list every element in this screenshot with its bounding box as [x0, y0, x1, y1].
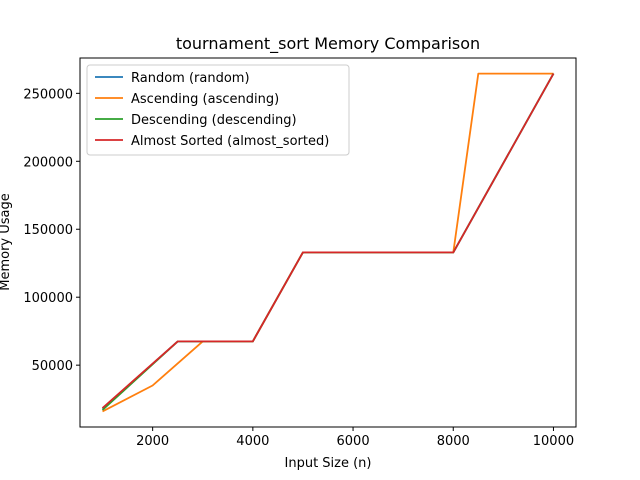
legend-label: Ascending (ascending)	[131, 92, 279, 107]
y-tick-label: 250000	[23, 87, 73, 102]
legend-label: Random (random)	[131, 71, 250, 86]
x-tick-label: 10000	[533, 434, 574, 449]
legend-label: Almost Sorted (almost_sorted)	[131, 134, 329, 149]
chart-title: tournament_sort Memory Comparison	[176, 34, 480, 54]
y-axis: 50000 100000 150000 200000 250000	[23, 87, 80, 374]
y-tick-label: 50000	[32, 359, 73, 374]
legend: Random (random) Ascending (ascending) Desc…	[86, 64, 350, 156]
x-tick-label: 6000	[337, 434, 370, 449]
legend-label: Descending (descending)	[131, 113, 297, 128]
x-axis-label: Input Size (n)	[285, 456, 372, 471]
plot-area	[79, 57, 577, 428]
y-tick-label: 200000	[23, 155, 73, 170]
y-axis-label: Memory Usage	[0, 193, 13, 291]
y-tick-label: 150000	[23, 223, 73, 238]
series-line-3	[101, 73, 555, 409]
x-tick-label: 8000	[437, 434, 470, 449]
x-axis: 2000 4000 6000 8000 10000	[136, 427, 574, 449]
y-tick-label: 100000	[23, 291, 73, 306]
x-tick-label: 4000	[236, 434, 269, 449]
x-tick-label: 2000	[136, 434, 169, 449]
series-lines	[101, 72, 555, 413]
legend-box	[86, 64, 350, 156]
